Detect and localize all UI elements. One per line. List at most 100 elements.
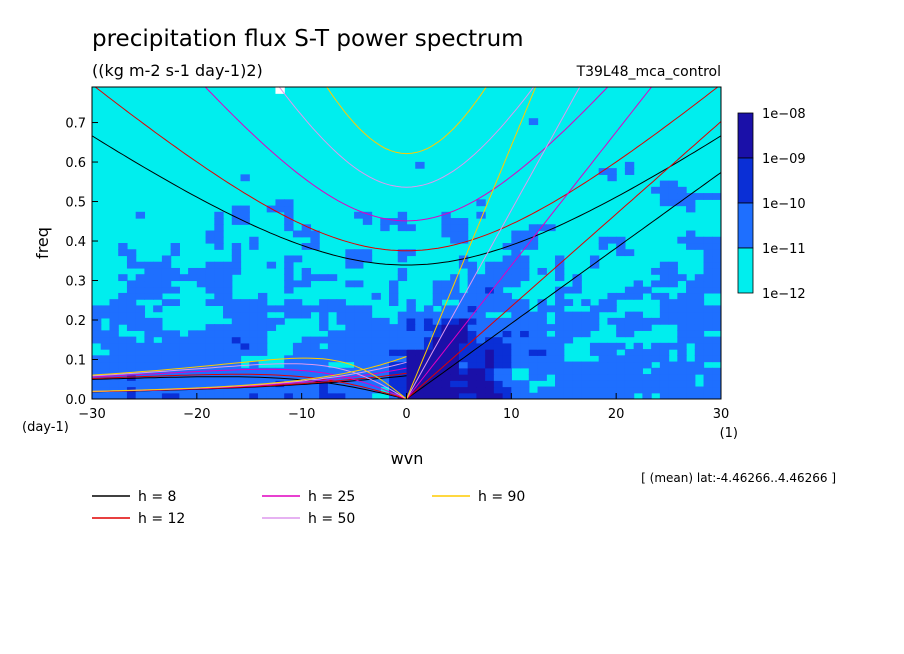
- heatmap-cell: [441, 361, 451, 369]
- heatmap-cell: [493, 349, 504, 356]
- heatmap-cell: [467, 336, 477, 344]
- heatmap-cell: [179, 336, 189, 344]
- heatmap-cell: [144, 292, 154, 300]
- heatmap-cell: [677, 305, 687, 313]
- heatmap-cell: [555, 286, 565, 294]
- heatmap-cell: [458, 367, 469, 375]
- heatmap-cell: [686, 380, 696, 388]
- heatmap-cell: [336, 349, 346, 356]
- heatmap-cell: [694, 367, 705, 375]
- heatmap-cell: [686, 392, 696, 399]
- heatmap-cell: [467, 330, 477, 338]
- heatmap-cell: [555, 261, 565, 269]
- heatmap-cell: [214, 355, 224, 363]
- heatmap-cell: [520, 361, 530, 369]
- heatmap-cell: [153, 342, 163, 350]
- heatmap-cell: [126, 336, 137, 344]
- heatmap-cell: [292, 392, 303, 399]
- heatmap-cell: [327, 299, 338, 306]
- heatmap-cell: [92, 305, 102, 313]
- heatmap-cell: [362, 392, 373, 399]
- heatmap-cell: [406, 336, 416, 344]
- heatmap-cell: [266, 324, 277, 331]
- heatmap-cell: [354, 255, 364, 263]
- heatmap-cell: [589, 324, 600, 331]
- heatmap-cell: [389, 355, 399, 363]
- heatmap-cell: [397, 311, 408, 319]
- heatmap-cell: [188, 374, 198, 381]
- heatmap-cell: [126, 349, 137, 356]
- heatmap-cell: [126, 249, 137, 257]
- heatmap-cell: [511, 355, 521, 363]
- heatmap-cell: [712, 274, 721, 282]
- heatmap-cell: [240, 374, 250, 381]
- heatmap-cell: [659, 199, 670, 207]
- heatmap-cell: [292, 349, 303, 356]
- heatmap-cell: [301, 392, 312, 399]
- heatmap-cell: [633, 317, 643, 325]
- heatmap-cell: [161, 255, 172, 263]
- heatmap-cell: [467, 261, 477, 269]
- x-tick-label: 0: [402, 407, 410, 422]
- heatmap-cell: [686, 205, 696, 213]
- heatmap-cell: [485, 292, 495, 300]
- heatmap-cell: [502, 342, 512, 350]
- heatmap: [92, 87, 721, 399]
- heatmap-cell: [188, 361, 198, 369]
- heatmap-cell: [144, 330, 154, 338]
- heatmap-cell: [555, 392, 565, 399]
- heatmap-cell: [467, 342, 477, 350]
- heatmap-cell: [336, 336, 346, 344]
- curve-90: [406, 87, 537, 399]
- heatmap-cell: [651, 280, 661, 288]
- heatmap-cell: [406, 305, 416, 313]
- heatmap-cell: [126, 255, 137, 263]
- heatmap-cell: [712, 324, 721, 331]
- heatmap-cell: [450, 286, 460, 294]
- heatmap-cell: [188, 392, 198, 399]
- heatmap-cell: [555, 361, 565, 369]
- heatmap-cell: [528, 355, 539, 363]
- heatmap-cell: [223, 280, 233, 288]
- heatmap-cell: [712, 267, 721, 275]
- heatmap-cell: [546, 342, 556, 350]
- heatmap-cell: [284, 218, 294, 225]
- heatmap-cell: [528, 236, 539, 244]
- heatmap-cell: [616, 367, 626, 375]
- chart-subtitle: ((kg m-2 s-1 day-1)2): [92, 61, 263, 80]
- heatmap-cell: [118, 299, 128, 306]
- heatmap-cell: [423, 349, 434, 356]
- heatmap-cell: [677, 392, 687, 399]
- heatmap-cell: [336, 367, 346, 375]
- heatmap-cell: [214, 261, 224, 269]
- heatmap-cell: [563, 317, 574, 325]
- heatmap-cell: [467, 299, 477, 306]
- heatmap-cell: [616, 392, 626, 399]
- heatmap-cell: [196, 392, 207, 399]
- heatmap-cell: [555, 380, 565, 388]
- heatmap-cell: [432, 311, 443, 319]
- heatmap-cell: [179, 367, 189, 375]
- colorbar-label: 1e−12: [762, 287, 806, 302]
- heatmap-cell: [257, 292, 268, 300]
- heatmap-cell: [598, 392, 609, 399]
- heatmap-cell: [92, 330, 102, 338]
- heatmap-cell: [703, 324, 713, 331]
- heatmap-cell: [633, 324, 643, 331]
- heatmap-cell: [327, 330, 338, 338]
- heatmap-cell: [423, 336, 434, 344]
- heatmap-cell: [406, 355, 416, 363]
- heatmap-cell: [153, 280, 163, 288]
- heatmap-cell: [537, 311, 547, 319]
- heatmap-cell: [161, 330, 172, 338]
- heatmap-cell: [371, 380, 381, 388]
- heatmap-cell: [493, 274, 504, 282]
- heatmap-cell: [677, 367, 687, 375]
- heatmap-cell: [371, 342, 381, 350]
- heatmap-cell: [327, 336, 338, 344]
- heatmap-cell: [476, 299, 486, 306]
- heatmap-cell: [362, 211, 373, 219]
- colorbar-label: 1e−11: [762, 242, 806, 257]
- heatmap-cell: [153, 324, 163, 331]
- heatmap-cell: [371, 355, 381, 363]
